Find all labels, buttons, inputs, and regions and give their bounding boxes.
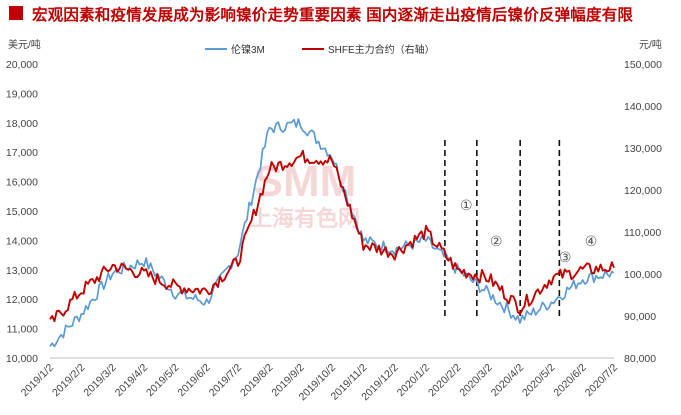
x-tick-label: 2020/6/2: [551, 362, 588, 399]
left-tick-label: 13,000: [6, 265, 38, 277]
right-tick-label: 140,000: [624, 101, 662, 113]
right-tick-label: 90,000: [624, 311, 656, 323]
x-tick-label: 2020/3/2: [457, 362, 494, 399]
annotation-marker: ③: [559, 249, 572, 265]
x-tick-label: 2020/7/2: [583, 362, 620, 399]
annotation-marker: ①: [460, 197, 473, 213]
x-tick-label: 2019/4/2: [113, 362, 150, 399]
left-tick-label: 19,000: [6, 88, 38, 100]
right-tick-label: 110,000: [624, 227, 661, 239]
right-tick-label: 130,000: [624, 143, 662, 155]
right-axis-unit: 元/吨: [639, 40, 662, 51]
left-tick-label: 11,000: [7, 324, 38, 336]
left-tick-label: 20,000: [6, 59, 38, 71]
x-tick-label: 2019/7/2: [207, 362, 244, 399]
annotation-marker: ②: [490, 233, 503, 249]
series-line-shfe: [49, 149, 615, 323]
x-tick-label: 2019/1/2: [19, 362, 56, 399]
title-bar: 宏观因素和疫情发展成为影响镍价走势重要因素 国内逐渐走出疫情后镍价反弹幅度有限: [0, 0, 681, 28]
right-tick-label: 100,000: [624, 269, 662, 281]
right-tick-label: 150,000: [624, 59, 662, 71]
left-tick-label: 18,000: [6, 118, 38, 130]
right-tick-label: 80,000: [624, 353, 656, 365]
left-tick-label: 16,000: [6, 177, 38, 189]
series-line-lme: [49, 118, 615, 348]
right-tick-label: 120,000: [624, 185, 662, 197]
x-tick-label: 2019/8/2: [238, 362, 275, 399]
left-axis-unit: 美元/吨: [8, 40, 41, 51]
left-tick-label: 17,000: [6, 147, 38, 159]
x-tick-label: 2019/2/2: [50, 362, 87, 399]
left-tick-label: 12,000: [6, 294, 38, 306]
x-tick-label: 2020/5/2: [520, 362, 557, 399]
x-tick-label: 2020/4/2: [489, 362, 526, 399]
x-tick-label: 2020/2/2: [426, 362, 463, 399]
x-tick-label: 2019/6/2: [175, 362, 212, 399]
title-marker: [9, 6, 23, 20]
left-tick-label: 15,000: [6, 206, 38, 218]
left-tick-label: 14,000: [6, 235, 38, 247]
watermark-text: 上海有色网: [250, 206, 360, 231]
legend-label: SHFE主力合约（右轴）: [328, 43, 435, 56]
left-tick-label: 10,000: [6, 353, 38, 365]
x-tick-label: 2019/5/2: [144, 362, 181, 399]
x-tick-label: 2020/1/2: [395, 362, 432, 399]
chart-title: 宏观因素和疫情发展成为影响镍价走势重要因素 国内逐渐走出疫情后镍价反弹幅度有限: [32, 7, 634, 24]
legend-label: 伦镍3M: [231, 43, 265, 56]
annotation-marker: ④: [585, 233, 598, 249]
x-tick-label: 2019/3/2: [81, 362, 118, 399]
